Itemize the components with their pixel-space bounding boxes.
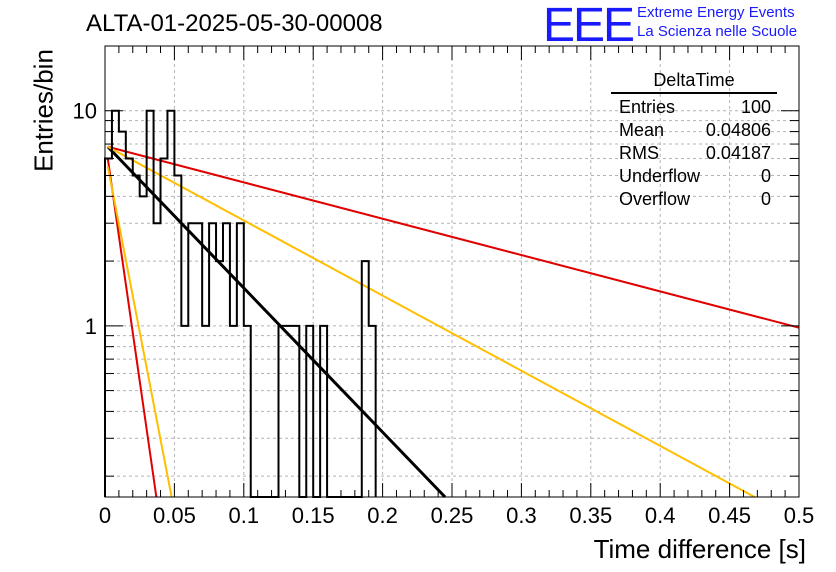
stats-label: Underflow xyxy=(619,166,701,186)
x-tick-label: 0.15 xyxy=(292,503,335,528)
stats-value: 100 xyxy=(740,97,771,117)
fit-line xyxy=(106,166,173,498)
x-tick-label: 0 xyxy=(99,503,111,528)
stats-value: 0.04806 xyxy=(705,120,771,140)
histogram-bin xyxy=(188,223,195,497)
stats-title: DeltaTime xyxy=(611,70,777,94)
y-tick-label: 1 xyxy=(85,314,97,339)
histogram-bin xyxy=(112,111,119,497)
x-tick-label: 0.45 xyxy=(708,503,751,528)
fit-lines xyxy=(106,145,800,499)
stats-value: 0 xyxy=(760,189,771,209)
y-tick-label: 10 xyxy=(73,99,97,124)
histogram-bin xyxy=(237,223,244,497)
stats-row-entries: Entries 100 xyxy=(611,96,777,119)
tick-labels: 0 0.05 0.1 0.15 0.2 0.25 0.3 0.35 0.4 0.45 0.5 1 10 xyxy=(73,99,815,528)
histogram-bin xyxy=(362,261,369,497)
x-axis-label: Time difference [s] xyxy=(593,534,806,564)
logo-subtitle-line1: Extreme Energy Events xyxy=(637,4,795,21)
fit-line xyxy=(107,145,800,329)
stats-label: RMS xyxy=(619,143,659,163)
x-tick-label: 0.5 xyxy=(784,503,815,528)
stats-value: 0 xyxy=(760,166,771,186)
x-tick-label: 0.35 xyxy=(569,503,612,528)
stats-label: Overflow xyxy=(619,189,691,209)
stats-label: Entries xyxy=(619,97,676,117)
fit-line xyxy=(106,145,447,499)
histogram-bin xyxy=(195,223,202,497)
logo-subtitle-line2: La Scienza nelle Scuole xyxy=(637,23,798,40)
histogram-bin xyxy=(167,111,174,497)
stats-row-mean: Mean 0.04806 xyxy=(611,119,777,142)
histogram xyxy=(104,109,377,498)
grid-lines xyxy=(105,46,799,497)
stats-row-underflow: Underflow 0 xyxy=(611,165,777,188)
fit-line xyxy=(107,145,756,498)
eee-logo-icon: EEE xyxy=(543,0,635,52)
x-tick-label: 0.4 xyxy=(645,503,676,528)
histogram-bin xyxy=(209,223,216,497)
x-tick-label: 0.25 xyxy=(431,503,474,528)
x-tick-label: 0.1 xyxy=(229,503,260,528)
stats-row-overflow: Overflow 0 xyxy=(611,188,777,211)
x-tick-label: 0.05 xyxy=(153,503,196,528)
histogram-bin xyxy=(223,223,230,497)
x-tick-label: 0.2 xyxy=(367,503,398,528)
histogram-outline xyxy=(104,109,377,498)
axis-ticks xyxy=(104,46,800,497)
run-title: ALTA-01-2025-05-30-00008 xyxy=(86,10,383,37)
histogram-bin xyxy=(119,132,126,497)
histogram-bin xyxy=(216,261,223,497)
histogram-bin xyxy=(154,223,161,497)
fit-line xyxy=(106,158,158,498)
histogram-bin xyxy=(105,158,112,497)
stats-label: Mean xyxy=(619,120,665,140)
stats-box: DeltaTime Entries 100 Mean 0.04806 RMS 0… xyxy=(611,70,777,211)
x-tick-label: 0.3 xyxy=(506,503,537,528)
stats-row-rms: RMS 0.04187 xyxy=(611,142,777,165)
stats-value: 0.04187 xyxy=(705,143,771,163)
